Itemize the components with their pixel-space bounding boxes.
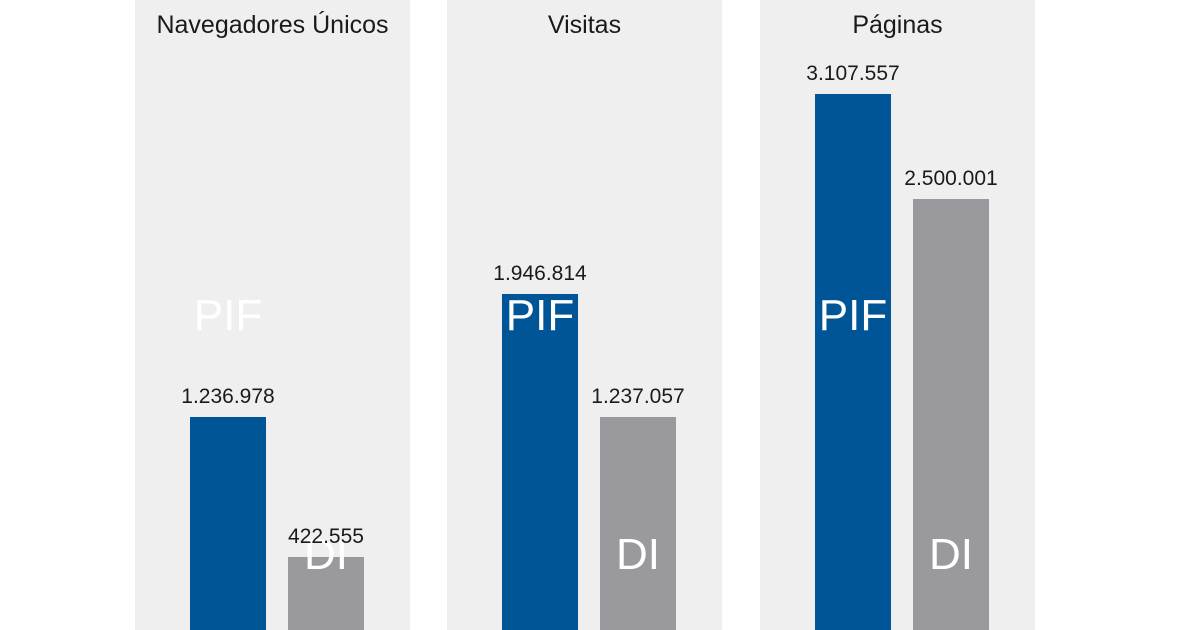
bar-pif: PIF <box>502 291 578 630</box>
bar-series-label: PIF <box>505 291 575 340</box>
bar-series-label: DI <box>929 530 973 579</box>
bar-pif: PIF <box>190 291 266 630</box>
chart-panel: Navegadores Únicos PIF 1.236.978 DI 422.555 <box>135 0 410 630</box>
bar-di: DI <box>600 417 676 630</box>
panel-title: Páginas <box>852 11 943 39</box>
bar-series-label: DI <box>304 530 348 579</box>
bar-value-label: 1.236.978 <box>181 385 275 408</box>
chart-panel: Páginas PIF 3.107.557 DI 2.500.001 <box>760 0 1035 630</box>
panel-title: Navegadores Únicos <box>156 11 389 39</box>
bar-value-label: 2.500.001 <box>904 167 998 190</box>
bar-pif: PIF <box>815 94 891 630</box>
panel-title: Visitas <box>547 11 622 39</box>
bar-value-label: 1.237.057 <box>591 385 685 408</box>
chart-panel: Visitas PIF 1.946.814 DI 1.237.057 <box>447 0 722 630</box>
bar-value-label: 422.555 <box>288 525 364 548</box>
bar-series-label: PIF <box>818 291 888 340</box>
bar-series-label: DI <box>616 530 660 579</box>
bar-value-label: 1.946.814 <box>493 262 587 285</box>
bar-di: DI <box>913 199 989 630</box>
bar-value-label: 3.107.557 <box>806 62 900 85</box>
bar-di: DI <box>288 530 364 630</box>
bar-series-label: PIF <box>193 291 263 340</box>
